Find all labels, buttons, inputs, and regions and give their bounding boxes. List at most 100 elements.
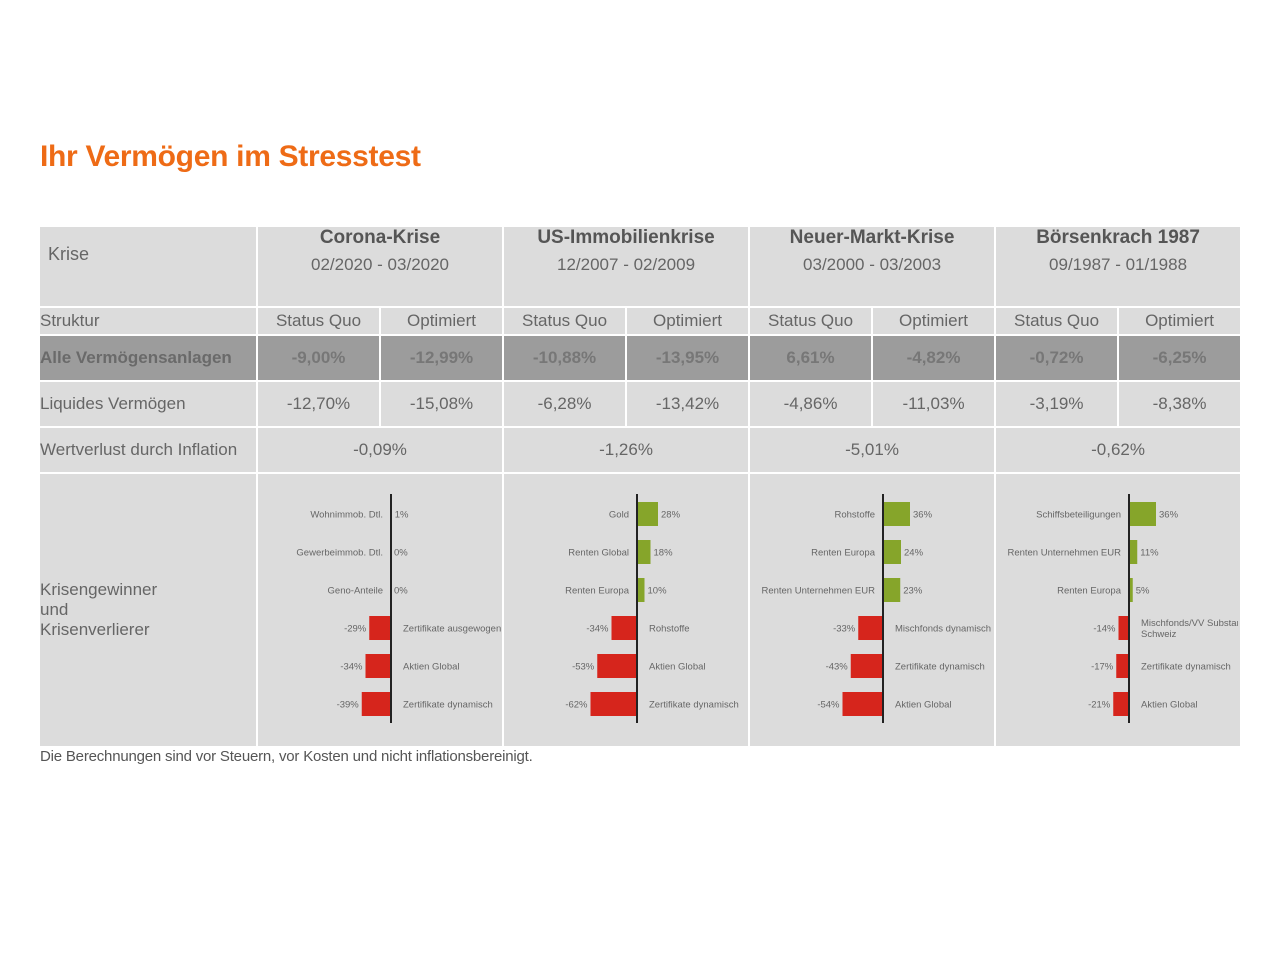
inflation-label: Wertverlust durch Inflation xyxy=(40,427,258,474)
category-label-line: Geno-Anteile xyxy=(328,586,383,597)
status-quo-header: Status Quo xyxy=(503,307,628,336)
krise-label: Krise xyxy=(48,244,90,264)
bar xyxy=(1129,540,1138,564)
category-label-line: Rohstoffe xyxy=(835,510,876,521)
value-label-line: -53% xyxy=(572,662,595,673)
category-label-line: Mischfonds dynamisch xyxy=(895,624,991,635)
struktur-row: Struktur Status Quo Optimiert Status Quo… xyxy=(40,307,1241,336)
bar xyxy=(883,540,902,564)
value-label-line: -34% xyxy=(340,662,363,673)
value-label-line: -33% xyxy=(833,624,856,635)
category-label-line: Renten Unternehmen EUR xyxy=(1008,548,1122,559)
value-cell: -15,08% xyxy=(380,381,505,428)
category-label: Renten Unternehmen EUR xyxy=(1008,548,1122,559)
category-label: Aktien Global xyxy=(1141,700,1198,711)
inflation-row: Wertverlust durch Inflation -0,09% -1,26… xyxy=(40,427,1241,474)
bar-chart-us-immobilien: Gold 28% Renten Global 18% Renten Europa 10% -… xyxy=(565,494,739,723)
category-label: Schiffsbeteiligungen xyxy=(1036,510,1121,521)
bar xyxy=(611,616,638,640)
crisis-header-row: Krise Corona-Krise 02/2020 - 03/2020 US-… xyxy=(40,227,1241,308)
crisis-header-boersenkrach: Börsenkrach 1987 09/1987 - 01/1988 xyxy=(995,227,1241,308)
value-cell: -6,25% xyxy=(1118,335,1241,382)
value-label-line: 1% xyxy=(395,510,409,521)
value-label: -39% xyxy=(337,700,360,711)
optimiert-header: Optimiert xyxy=(626,307,751,336)
bar-chart-neuer-markt: Rohstoffe 36% Renten Europa 24% Renten Unter… xyxy=(761,494,991,723)
category-label-line: Renten Europa xyxy=(565,586,630,597)
inflation-value: -0,62% xyxy=(995,427,1241,474)
crisis-name: Neuer-Markt-Krise xyxy=(789,227,955,248)
category-label: Rohstoffe xyxy=(649,624,690,635)
bar xyxy=(361,692,391,716)
inflation-value: -0,09% xyxy=(257,427,505,474)
category-label: Zertifikate dynamisch xyxy=(649,700,739,711)
value-label-line: -34% xyxy=(586,624,609,635)
value-label-line: -14% xyxy=(1093,624,1116,635)
liquide-label: Liquides Vermögen xyxy=(40,381,258,428)
value-label: 5% xyxy=(1136,586,1150,597)
category-label-line: Aktien Global xyxy=(895,700,952,711)
category-label-line: Renten Europa xyxy=(1057,586,1122,597)
category-label: Rohstoffe xyxy=(835,510,876,521)
alle-vermoegensanlagen-row: Alle Vermögensanlagen -9,00% -12,99% -10… xyxy=(40,335,1241,382)
category-label-line: Renten Unternehmen EUR xyxy=(761,586,875,597)
category-label: Zertifikate dynamisch xyxy=(403,700,493,711)
value-label-line: 23% xyxy=(903,586,923,597)
category-label: Geno-Anteile xyxy=(328,586,383,597)
value-cell: -13,42% xyxy=(626,381,751,428)
category-label: Renten Europa xyxy=(1057,586,1122,597)
value-label: 11% xyxy=(1140,548,1159,559)
value-label: -21% xyxy=(1088,700,1111,711)
value-label-line: -62% xyxy=(565,700,588,711)
gewinner-label-line: Krisengewinner xyxy=(40,580,158,599)
bar xyxy=(365,654,391,678)
category-label: Zertifikate dynamisch xyxy=(895,662,985,673)
value-label: -62% xyxy=(565,700,588,711)
category-label: Wohnimmob. Dtl. xyxy=(310,510,383,521)
crisis-period: 02/2020 - 03/2020 xyxy=(311,255,450,274)
bar xyxy=(1118,616,1130,640)
value-label-line: 24% xyxy=(904,548,924,559)
crisis-name: Börsenkrach 1987 xyxy=(1036,227,1200,248)
value-label-line: -29% xyxy=(344,624,367,635)
category-label-line: Rohstoffe xyxy=(649,624,690,635)
gewinner-label: Krisengewinner und Krisenverlierer xyxy=(40,473,258,746)
status-quo-header: Status Quo xyxy=(995,307,1120,336)
category-label-line: Renten Global xyxy=(568,548,629,559)
value-cell: -13,95% xyxy=(626,335,751,382)
chart-cell-neuer-markt: Rohstoffe 36% Renten Europa 24% Renten Unter… xyxy=(749,473,997,746)
value-label: 18% xyxy=(654,548,674,559)
bar-chart-boersenkrach: Schiffsbeteiligungen 36% Renten Unternehme… xyxy=(1008,494,1238,723)
bar xyxy=(637,578,645,602)
value-label-line: -54% xyxy=(817,700,840,711)
bar xyxy=(369,616,391,640)
value-cell: -12,99% xyxy=(380,335,505,382)
gewinner-label-line: Krisenverlierer xyxy=(40,620,150,639)
bar xyxy=(597,654,638,678)
crisis-period: 09/1987 - 01/1988 xyxy=(1049,255,1188,274)
value-label: -29% xyxy=(344,624,367,635)
category-label: Renten Europa xyxy=(565,586,630,597)
value-label: -53% xyxy=(572,662,595,673)
value-cell: 6,61% xyxy=(749,335,874,382)
value-label: -33% xyxy=(833,624,856,635)
category-label: Renten Global xyxy=(568,548,629,559)
value-label: 0% xyxy=(394,548,408,559)
category-label-line: Gold xyxy=(609,510,629,521)
bar xyxy=(883,502,911,526)
value-cell: -8,38% xyxy=(1118,381,1241,428)
value-cell: -6,28% xyxy=(503,381,628,428)
page-title: Ihr Vermögen im Stresstest xyxy=(40,140,421,173)
category-label-line: Zertifikate dynamisch xyxy=(403,700,493,711)
category-label-line: Zertifikate dynamisch xyxy=(895,662,985,673)
category-label: Aktien Global xyxy=(649,662,706,673)
value-label: -34% xyxy=(340,662,363,673)
category-label-line: Aktien Global xyxy=(1141,700,1198,711)
bar xyxy=(590,692,638,716)
category-label: Zertifikate dynamisch xyxy=(1141,662,1231,673)
crisis-name: Corona-Krise xyxy=(319,227,441,248)
category-label: Aktien Global xyxy=(403,662,460,673)
value-label: -34% xyxy=(586,624,609,635)
crisis-header-corona: Corona-Krise 02/2020 - 03/2020 xyxy=(257,227,505,308)
crisis-period: 12/2007 - 02/2009 xyxy=(557,255,696,274)
